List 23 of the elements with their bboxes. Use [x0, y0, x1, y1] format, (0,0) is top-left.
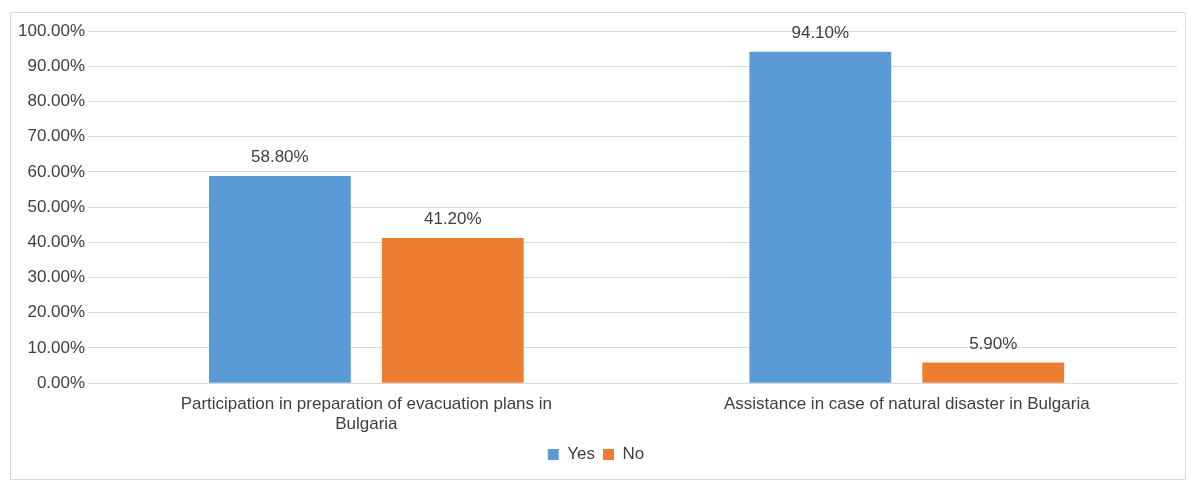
y-tick-label: 0.00%	[36, 372, 86, 392]
x-tick-label: Assistance in case of natural disaster in Bulgaria	[723, 394, 1091, 414]
legend-label: No	[622, 444, 645, 464]
bar	[381, 238, 524, 383]
y-tick-label: 50.00%	[27, 196, 86, 216]
y-tick-label: 100.00%	[17, 20, 86, 40]
data-label: 58.80%	[251, 147, 309, 167]
legend-label: Yes	[567, 444, 595, 464]
data-label: 94.10%	[791, 22, 850, 42]
y-tick-label: 10.00%	[27, 337, 86, 357]
bar	[922, 362, 1065, 383]
y-tick-label: 30.00%	[27, 267, 86, 287]
bar	[208, 176, 351, 383]
y-tick-label: 60.00%	[27, 161, 86, 181]
y-tick-label: 70.00%	[27, 126, 86, 146]
y-tick-label: 90.00%	[27, 55, 86, 75]
x-tick-label: Participation in preparation of evacuation plans in Bulgaria	[180, 394, 553, 434]
bar	[749, 51, 892, 383]
data-label: 41.20%	[423, 209, 482, 229]
y-tick-label: 20.00%	[27, 302, 86, 322]
y-tick-label: 40.00%	[27, 232, 86, 252]
data-label: 5.90%	[969, 333, 1018, 353]
y-tick-label: 80.00%	[27, 91, 86, 111]
